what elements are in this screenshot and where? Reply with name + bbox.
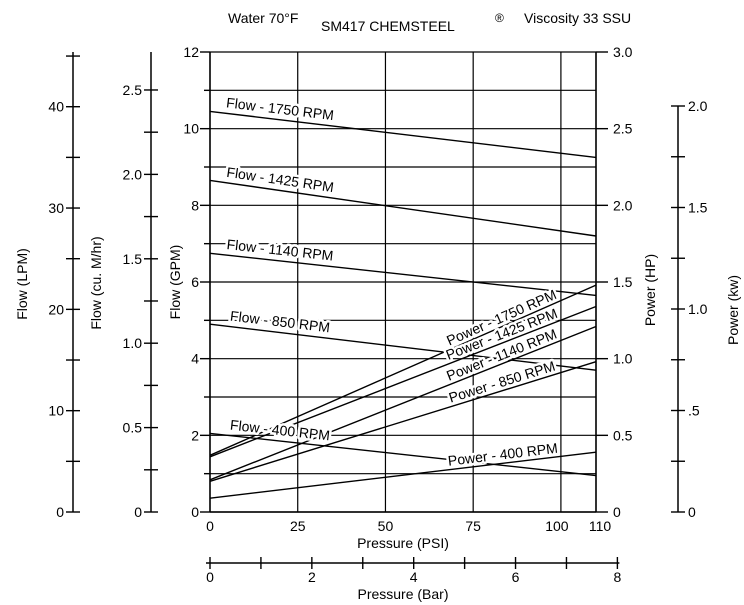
x-axis-psi-label: Pressure (PSI) bbox=[357, 535, 449, 551]
y-axis-gpm-label: Flow (GPM) bbox=[167, 245, 183, 320]
y-hp-tick-label: 0 bbox=[613, 504, 621, 520]
y-axis-kw-label: Power (kw) bbox=[725, 275, 741, 345]
y-axis-lpm-label: Flow (LPM) bbox=[14, 248, 30, 320]
y-lpm-tick-label: 30 bbox=[48, 200, 64, 216]
y-hp-tick-label: 1.5 bbox=[613, 274, 633, 290]
x-psi-tick-label: 50 bbox=[378, 518, 394, 534]
x-psi-tick-label: 25 bbox=[290, 518, 306, 534]
curve-flow-1750-rpm bbox=[210, 111, 596, 157]
y-kw-tick-label: .5 bbox=[688, 403, 700, 419]
y-gpm-tick-label: 4 bbox=[191, 351, 199, 367]
x-bar-tick-label: 8 bbox=[613, 569, 621, 585]
x-psi-tick-label: 100 bbox=[545, 518, 569, 534]
y-hp-tick-label: 3.0 bbox=[613, 44, 633, 60]
y-cumhr-tick-label: 0.5 bbox=[123, 420, 143, 436]
y-gpm-tick-label: 2 bbox=[191, 427, 199, 443]
x-psi-tick-label: 75 bbox=[465, 518, 481, 534]
curve-flow-1425-rpm bbox=[210, 180, 596, 236]
y-cumhr-tick-label: 2.0 bbox=[123, 166, 143, 182]
y-gpm-tick-label: 6 bbox=[191, 274, 199, 290]
y-lpm-tick-label: 10 bbox=[48, 403, 64, 419]
y-gpm-tick-label: 0 bbox=[191, 504, 199, 520]
title-viscosity: Viscosity 33 SSU bbox=[524, 10, 631, 26]
y-axis-cumhr-label: Flow (cu. M/hr) bbox=[88, 236, 104, 329]
y-lpm-tick-label: 20 bbox=[48, 301, 64, 317]
x-psi-tick-label: 0 bbox=[206, 518, 214, 534]
x-psi-tick-label: 110 bbox=[589, 518, 612, 534]
x-bar-tick-label: 4 bbox=[410, 569, 418, 585]
x-bar-tick-label: 6 bbox=[512, 569, 520, 585]
y-lpm-tick-label: 0 bbox=[56, 504, 64, 520]
x-bar-tick-label: 0 bbox=[206, 569, 214, 585]
title-water-temp: Water 70°F bbox=[228, 10, 298, 26]
registered-mark: ® bbox=[495, 11, 504, 25]
x-bar-tick-label: 2 bbox=[308, 569, 316, 585]
title-model: SM417 CHEMSTEEL bbox=[321, 18, 455, 34]
chart-title: Water 70°F SM417 CHEMSTEEL ® Viscosity 3… bbox=[228, 10, 631, 34]
y-hp-tick-label: 2.0 bbox=[613, 197, 633, 213]
y-axis-hp-label: Power (HP) bbox=[642, 254, 658, 326]
y-kw-tick-label: 2.0 bbox=[688, 98, 708, 114]
y-hp-tick-label: 1.0 bbox=[613, 351, 633, 367]
y-kw-tick-label: 1.5 bbox=[688, 200, 708, 216]
label-flow-1140-rpm: Flow - 1140 RPM bbox=[226, 236, 334, 264]
y-cumhr-tick-label: 0 bbox=[134, 504, 142, 520]
x-axis-bar-label: Pressure (Bar) bbox=[357, 586, 448, 602]
y-hp-tick-label: 2.5 bbox=[613, 121, 633, 137]
y-cumhr-tick-label: 1.5 bbox=[123, 251, 143, 267]
y-cumhr-tick-label: 1.0 bbox=[123, 335, 143, 351]
curve-flow-1140-rpm bbox=[210, 253, 596, 295]
y-gpm-tick-label: 8 bbox=[191, 197, 199, 213]
y-kw-tick-label: 1.0 bbox=[688, 301, 708, 317]
y-gpm-tick-label: 12 bbox=[183, 44, 199, 60]
y-cumhr-tick-label: 2.5 bbox=[123, 82, 143, 98]
label-power-400-rpm: Power - 400 RPM bbox=[447, 440, 559, 469]
label-flow-1750-rpm: Flow - 1750 RPM bbox=[225, 94, 334, 123]
y-lpm-tick-label: 40 bbox=[48, 99, 64, 115]
y-hp-tick-label: 0.5 bbox=[613, 427, 633, 443]
y-kw-tick-label: 0 bbox=[688, 504, 696, 520]
curve-power-400-rpm bbox=[210, 452, 596, 498]
y-gpm-tick-label: 10 bbox=[183, 121, 199, 137]
label-flow-850-rpm: Flow - 850 RPM bbox=[229, 308, 331, 336]
